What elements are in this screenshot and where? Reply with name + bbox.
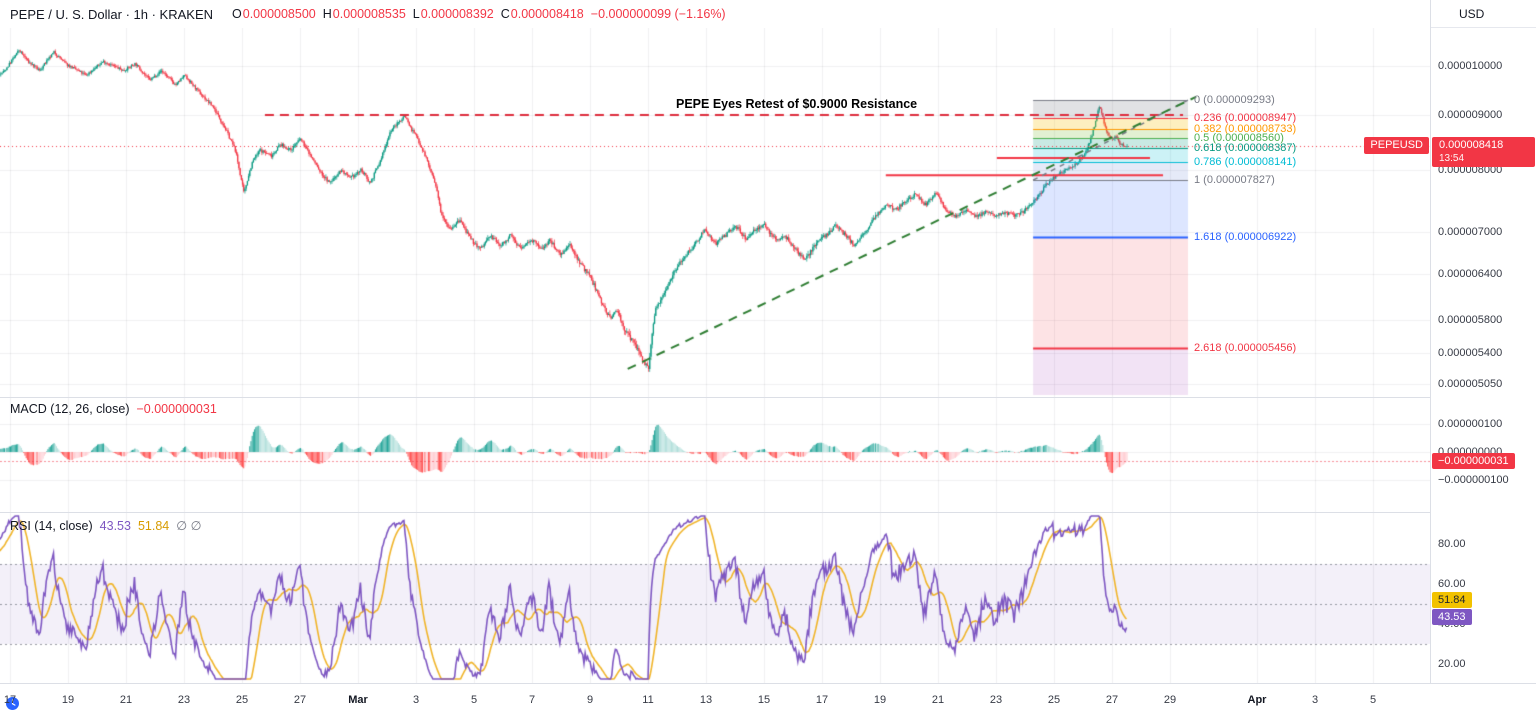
rsi-title: RSI (14, close) <box>10 518 93 533</box>
time-axis-label: 17 <box>815 694 829 706</box>
rsi-value: 43.53 <box>99 518 131 533</box>
time-axis-label: 5 <box>470 694 478 706</box>
clock-icon[interactable] <box>6 697 19 710</box>
time-axis-label: 23 <box>177 694 191 706</box>
rsi-axis-label: 60.00 <box>1438 578 1466 590</box>
open-value: 0.000008500 <box>242 7 316 21</box>
time-axis-label: 3 <box>412 694 420 706</box>
pane-separator[interactable] <box>0 512 1536 513</box>
time-axis-label: 9 <box>586 694 594 706</box>
close-label: C <box>500 7 510 21</box>
price-axis-label: 0.000006400 <box>1438 267 1503 280</box>
time-axis-label: 3 <box>1311 694 1319 706</box>
high-label: H <box>322 7 332 21</box>
rsi-axis-label: 80.00 <box>1438 538 1466 550</box>
rsi-legend[interactable]: RSI (14, close) 43.53 51.84 ∅ ∅ <box>10 518 202 534</box>
time-axis-label: 15 <box>757 694 771 706</box>
time-axis-label: 19 <box>873 694 887 706</box>
annotation-text: PEPE Eyes Retest of $0.9000 Resistance <box>676 97 918 111</box>
price-axis-label: 0.000005800 <box>1438 313 1503 326</box>
rsi-pane-canvas[interactable] <box>0 512 1430 683</box>
chart-legend: PEPE / U. S. Dollar · 1h · KRAKEN O 0.000… <box>0 0 726 28</box>
time-axis-label: 17 <box>3 694 17 706</box>
macd-title: MACD (12, 26, close) <box>10 402 130 416</box>
price-axis-label: 0.000007000 <box>1438 226 1503 239</box>
time-axis-label: 27 <box>293 694 307 706</box>
time-axis-label: 13 <box>699 694 713 706</box>
pane-separator[interactable] <box>0 397 1536 398</box>
macd-pane-canvas[interactable] <box>0 397 1430 512</box>
close-value: 0.000008418 <box>510 7 584 21</box>
bar-close-countdown: 13:54 <box>1439 153 1465 165</box>
last-price-value: 0.000008418 <box>1439 139 1504 152</box>
ohlc-readout: O 0.000008500 H 0.000008535 L 0.000008392 C… <box>225 7 726 21</box>
time-axis-label: 19 <box>61 694 75 706</box>
price-axis[interactable]: USD 0.000010000 0.000009000 0.000008000 0.0… <box>1430 0 1536 683</box>
symbol-title[interactable]: PEPE / U. S. Dollar · 1h · KRAKEN <box>10 6 214 22</box>
price-axis-label: 0.000005400 <box>1438 347 1503 360</box>
rsi-hidden-values: ∅ ∅ <box>176 519 202 533</box>
time-axis-label: 25 <box>1047 694 1061 706</box>
price-axis-label: 0.000010000 <box>1438 60 1503 72</box>
macd-legend[interactable]: MACD (12, 26, close) −0.000000031 <box>10 402 217 416</box>
main-chart-canvas[interactable] <box>0 28 1430 397</box>
time-axis-label: 29 <box>1163 694 1177 706</box>
time-axis-label: 25 <box>235 694 249 706</box>
time-axis[interactable]: 17 19 21 23 25 27 Mar 3 5 7 9 11 13 15 17 19 21 23 25 27 29 A… <box>0 683 1536 717</box>
macd-value: −0.000000031 <box>136 402 217 416</box>
macd-axis-badge: −0.000000031 <box>1432 452 1515 469</box>
low-label: L <box>412 7 420 21</box>
rsi-ma-value: 51.84 <box>137 518 170 533</box>
price-axis-label: 0.000009000 <box>1438 109 1503 122</box>
time-axis-label: 21 <box>119 694 133 706</box>
low-value: 0.000008392 <box>420 7 494 21</box>
currency-label[interactable]: USD <box>1431 0 1536 28</box>
rsi-axis-label: 20.00 <box>1438 658 1466 670</box>
time-axis-label: 27 <box>1105 694 1119 706</box>
rsi-axis-badge: 43.53 <box>1432 608 1472 625</box>
macd-axis-label: −0.000000100 <box>1438 474 1509 486</box>
time-axis-label: 7 <box>528 694 536 706</box>
time-axis-label: 5 <box>1369 694 1377 706</box>
open-label: O <box>232 7 242 21</box>
price-axis-label: 0.000005050 <box>1438 378 1503 391</box>
price-axis-badge: 0.000008418 13:54 <box>1432 137 1535 168</box>
time-axis-label: 11 <box>642 694 654 706</box>
time-axis-label: 23 <box>989 694 1003 706</box>
macd-axis-label: 0.000000100 <box>1438 418 1503 430</box>
time-axis-label: Mar <box>348 694 368 706</box>
time-axis-label: Apr <box>1247 694 1267 706</box>
rsi-ma-axis-badge: 51.84 <box>1432 592 1472 609</box>
high-value: 0.000008535 <box>332 7 406 21</box>
time-axis-label: 21 <box>931 694 945 706</box>
change-value: −0.000000099 (−1.16%) <box>590 7 726 21</box>
symbol-price-label: PEPEUSD <box>1364 137 1429 155</box>
